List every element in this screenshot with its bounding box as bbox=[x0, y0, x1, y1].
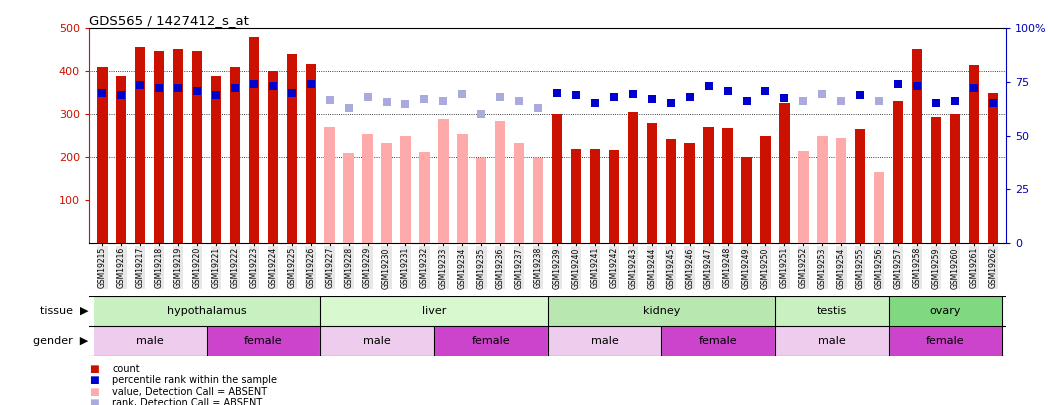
Bar bbox=[590, 149, 601, 243]
Bar bbox=[722, 128, 733, 243]
Bar bbox=[661, 326, 774, 356]
Text: GDS565 / 1427412_s_at: GDS565 / 1427412_s_at bbox=[89, 14, 249, 27]
Bar bbox=[931, 117, 941, 243]
Text: male: male bbox=[590, 336, 618, 346]
Bar bbox=[968, 65, 979, 243]
Bar bbox=[93, 326, 206, 356]
Text: male: male bbox=[364, 336, 391, 346]
Bar bbox=[780, 104, 789, 243]
Bar bbox=[363, 134, 373, 243]
Bar bbox=[325, 127, 335, 243]
Text: female: female bbox=[472, 336, 510, 346]
Text: testis: testis bbox=[816, 306, 847, 316]
Bar bbox=[741, 157, 751, 243]
Bar bbox=[514, 143, 524, 243]
Bar bbox=[116, 77, 127, 243]
Bar bbox=[893, 101, 903, 243]
Bar bbox=[381, 143, 392, 243]
Bar bbox=[434, 326, 547, 356]
Text: value, Detection Call = ABSENT: value, Detection Call = ABSENT bbox=[112, 387, 267, 396]
Text: count: count bbox=[112, 364, 139, 374]
Bar bbox=[609, 150, 619, 243]
Bar bbox=[571, 149, 582, 243]
Bar bbox=[344, 153, 354, 243]
Bar bbox=[703, 127, 714, 243]
Bar bbox=[97, 67, 108, 243]
Bar bbox=[400, 136, 411, 243]
Text: kidney: kidney bbox=[642, 306, 680, 316]
Text: ovary: ovary bbox=[930, 306, 961, 316]
Bar bbox=[684, 143, 695, 243]
Text: ■: ■ bbox=[89, 387, 99, 396]
Bar bbox=[912, 49, 922, 243]
Bar bbox=[547, 326, 661, 356]
Bar bbox=[855, 129, 866, 243]
Bar bbox=[476, 158, 486, 243]
Bar bbox=[760, 136, 770, 243]
Text: gender  ▶: gender ▶ bbox=[32, 336, 88, 346]
Text: ■: ■ bbox=[89, 364, 99, 374]
Text: percentile rank within the sample: percentile rank within the sample bbox=[112, 375, 277, 385]
Bar bbox=[286, 54, 297, 243]
Text: male: male bbox=[136, 336, 163, 346]
Bar bbox=[457, 134, 467, 243]
Bar bbox=[889, 326, 1002, 356]
Text: ■: ■ bbox=[89, 375, 99, 385]
Bar bbox=[306, 64, 315, 243]
Bar bbox=[552, 114, 563, 243]
Bar bbox=[154, 51, 165, 243]
Bar bbox=[211, 76, 221, 243]
Text: male: male bbox=[817, 336, 846, 346]
Bar bbox=[817, 136, 828, 243]
Bar bbox=[987, 93, 998, 243]
Bar bbox=[874, 172, 885, 243]
Bar bbox=[135, 47, 146, 243]
Bar bbox=[230, 67, 240, 243]
Bar bbox=[173, 49, 183, 243]
Text: tissue  ▶: tissue ▶ bbox=[40, 306, 88, 316]
Bar bbox=[248, 37, 259, 243]
Bar bbox=[774, 296, 889, 326]
Bar bbox=[889, 296, 1002, 326]
Bar bbox=[206, 326, 321, 356]
Bar bbox=[321, 326, 434, 356]
Bar bbox=[438, 119, 449, 243]
Bar bbox=[267, 71, 278, 243]
Bar bbox=[628, 112, 638, 243]
Text: female: female bbox=[244, 336, 283, 346]
Bar bbox=[774, 326, 889, 356]
Bar bbox=[836, 138, 847, 243]
Bar bbox=[321, 296, 547, 326]
Bar bbox=[192, 51, 202, 243]
Bar bbox=[949, 114, 960, 243]
Bar bbox=[495, 121, 505, 243]
Text: liver: liver bbox=[421, 306, 446, 316]
Text: ■: ■ bbox=[89, 398, 99, 405]
Text: female: female bbox=[699, 336, 738, 346]
Bar bbox=[647, 123, 657, 243]
Bar bbox=[93, 296, 321, 326]
Text: rank, Detection Call = ABSENT: rank, Detection Call = ABSENT bbox=[112, 398, 262, 405]
Text: hypothalamus: hypothalamus bbox=[167, 306, 246, 316]
Text: female: female bbox=[926, 336, 965, 346]
Bar bbox=[665, 139, 676, 243]
Bar bbox=[532, 158, 543, 243]
Bar bbox=[547, 296, 774, 326]
Bar bbox=[419, 151, 430, 243]
Bar bbox=[799, 151, 809, 243]
